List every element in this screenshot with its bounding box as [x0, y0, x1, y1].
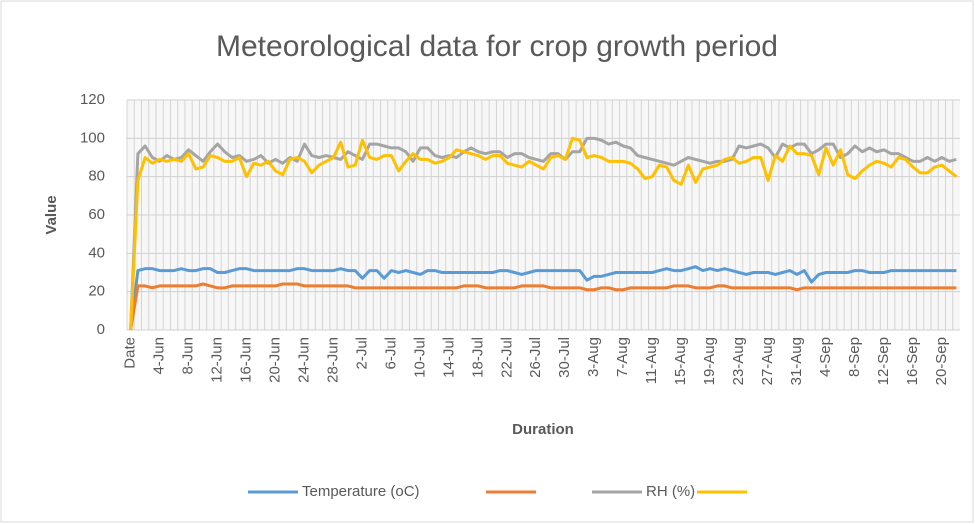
x-tick-label: 12-Jun [209, 337, 226, 383]
x-tick-label: 12-Sep [875, 337, 892, 385]
x-tick-label: 14-Jul [440, 337, 457, 378]
x-tick-label: 24-Jun [295, 337, 312, 383]
x-tick-label: 28-Jun [324, 337, 341, 383]
legend-label: Temperature (oC) [302, 483, 420, 500]
x-tick-label: 15-Aug [672, 337, 689, 385]
y-axis-label: Value [43, 195, 60, 234]
legend-label: RH (%) [646, 483, 695, 500]
x-tick-label: 30-Jul [556, 337, 573, 378]
y-tick-label: 0 [97, 321, 105, 338]
x-tick-label: 8-Jun [180, 337, 197, 375]
x-tick-label: 16-Jun [237, 337, 254, 383]
x-tick-label: 10-Jul [411, 337, 428, 378]
x-tick-label: 20-Jun [266, 337, 283, 383]
x-axis-label: Duration [512, 421, 574, 438]
x-tick-label: 27-Aug [759, 337, 776, 385]
x-tick-label: 4-Sep [817, 337, 834, 377]
x-tick-label: 26-Jul [527, 337, 544, 378]
x-tick-label: 8-Sep [846, 337, 863, 377]
series-line [129, 282, 957, 331]
y-tick-label: 120 [80, 91, 105, 108]
x-tick-label: 20-Sep [933, 337, 950, 385]
x-tick-label: 11-Aug [643, 337, 660, 384]
x-tick-label: Date [122, 337, 139, 369]
y-tick-label: 40 [88, 244, 105, 261]
y-tick-label: 20 [88, 283, 105, 300]
x-tick-label: 23-Aug [730, 337, 747, 385]
chart-title: Meteorological data for crop growth peri… [216, 30, 778, 63]
x-tick-label: 6-Jul [382, 337, 399, 370]
x-tick-label: 3-Aug [585, 337, 602, 377]
y-tick-label: 60 [88, 206, 105, 223]
y-tick-label: 100 [80, 129, 105, 146]
x-tick-label: 19-Aug [701, 337, 718, 385]
x-tick-label: 31-Aug [788, 337, 805, 385]
series-line [129, 265, 957, 331]
x-tick-label: 4-Jun [151, 337, 168, 375]
x-tick-label: 16-Sep [904, 337, 921, 385]
x-tick-label: 2-Jul [353, 337, 370, 370]
y-tick-label: 80 [88, 168, 105, 185]
series-line [129, 136, 958, 331]
x-tick-label: 18-Jul [469, 337, 486, 378]
x-tick-label: 7-Aug [614, 337, 631, 377]
x-tick-label: 22-Jul [498, 337, 515, 378]
